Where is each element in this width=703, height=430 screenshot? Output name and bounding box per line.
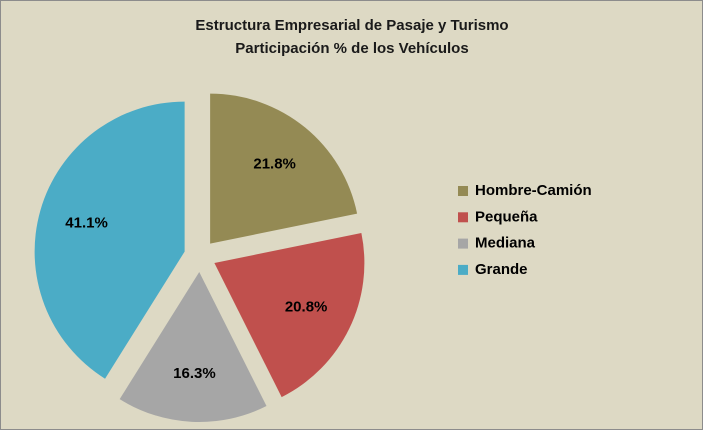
- legend-swatch: [458, 186, 468, 196]
- legend-label: Grande: [475, 261, 528, 278]
- legend-label: Mediana: [475, 235, 536, 252]
- data-label: 41.1%: [65, 214, 108, 231]
- data-label: 16.3%: [173, 365, 216, 382]
- pie-slice: [214, 233, 365, 398]
- chart-title: Estructura Empresarial de Pasaje y Turis…: [195, 17, 508, 34]
- legend-label: Pequeña: [475, 208, 538, 225]
- pie-slice: [210, 93, 358, 244]
- data-label: 21.8%: [253, 156, 296, 173]
- legend-swatch: [458, 212, 468, 223]
- legend-swatch: [458, 238, 468, 249]
- data-label: 20.8%: [285, 299, 328, 316]
- pie-slice: [34, 101, 185, 379]
- legend-swatch: [458, 264, 468, 275]
- legend-label: Hombre-Camión: [475, 182, 592, 199]
- pie-slice: [119, 271, 267, 422]
- chart-subtitle: Participación % de los Vehículos: [235, 40, 468, 57]
